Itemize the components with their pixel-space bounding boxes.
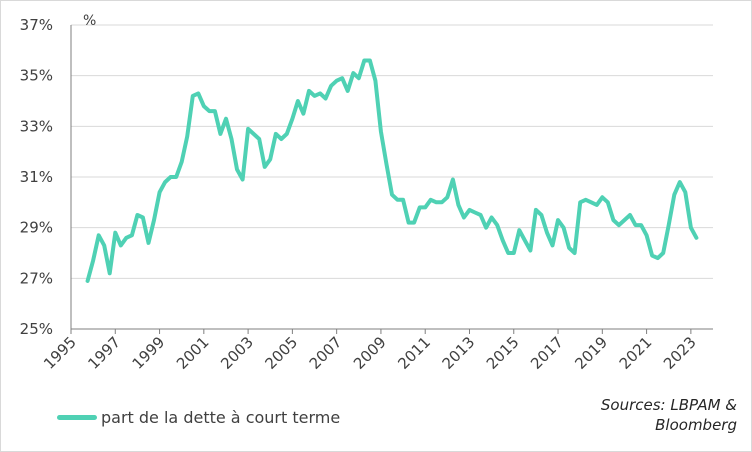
x-tick-label: 2001 — [173, 333, 213, 373]
x-tick-label: 1995 — [40, 333, 80, 373]
x-tick-label: 2003 — [217, 333, 257, 373]
gridlines — [71, 24, 713, 279]
legend-label: part de la dette à court terme — [101, 407, 341, 427]
x-tick-label: 2007 — [306, 333, 346, 373]
x-tick-label: 2005 — [261, 333, 301, 373]
legend-swatch — [57, 414, 97, 420]
series-line-0 — [85, 58, 699, 283]
y-tick-label: 33% — [20, 117, 53, 135]
legend: part de la dette à court terme — [57, 405, 340, 429]
x-tick-label: 2011 — [394, 333, 434, 373]
x-axis-tick-labels: 1995 1997 1999 2001 2003 2005 2007 2009 2011 2013… — [40, 333, 700, 373]
y-tick-label: 37% — [20, 16, 53, 34]
y-tick-label: 35% — [20, 67, 53, 85]
x-tick-label: 2013 — [439, 333, 479, 373]
unit-label: % — [83, 13, 96, 29]
y-tick-label: 29% — [20, 219, 53, 237]
y-tick-label: 27% — [20, 269, 53, 287]
source-note: Sources: LBPAM & Bloomberg — [601, 395, 737, 435]
x-tick-label: 1999 — [129, 333, 169, 373]
x-tick-label: 1997 — [84, 333, 124, 373]
x-tick-label: 2023 — [660, 333, 700, 373]
x-tick-label: 2009 — [350, 333, 390, 373]
x-tick-label: 2019 — [571, 333, 611, 373]
x-tick-label: 2017 — [527, 333, 567, 373]
series-layer — [85, 58, 699, 283]
axes — [70, 25, 713, 334]
y-axis-tick-labels: 25% 27% 29% 31% 33% 35% 37% — [20, 16, 53, 338]
x-tick-label: 2021 — [616, 333, 656, 373]
source-line-2: Bloomberg — [655, 416, 737, 434]
x-tick-label: 2015 — [483, 333, 523, 373]
y-tick-label: 25% — [20, 320, 53, 338]
y-tick-label: 31% — [20, 168, 53, 186]
source-line-1: Sources: LBPAM & — [600, 396, 737, 414]
